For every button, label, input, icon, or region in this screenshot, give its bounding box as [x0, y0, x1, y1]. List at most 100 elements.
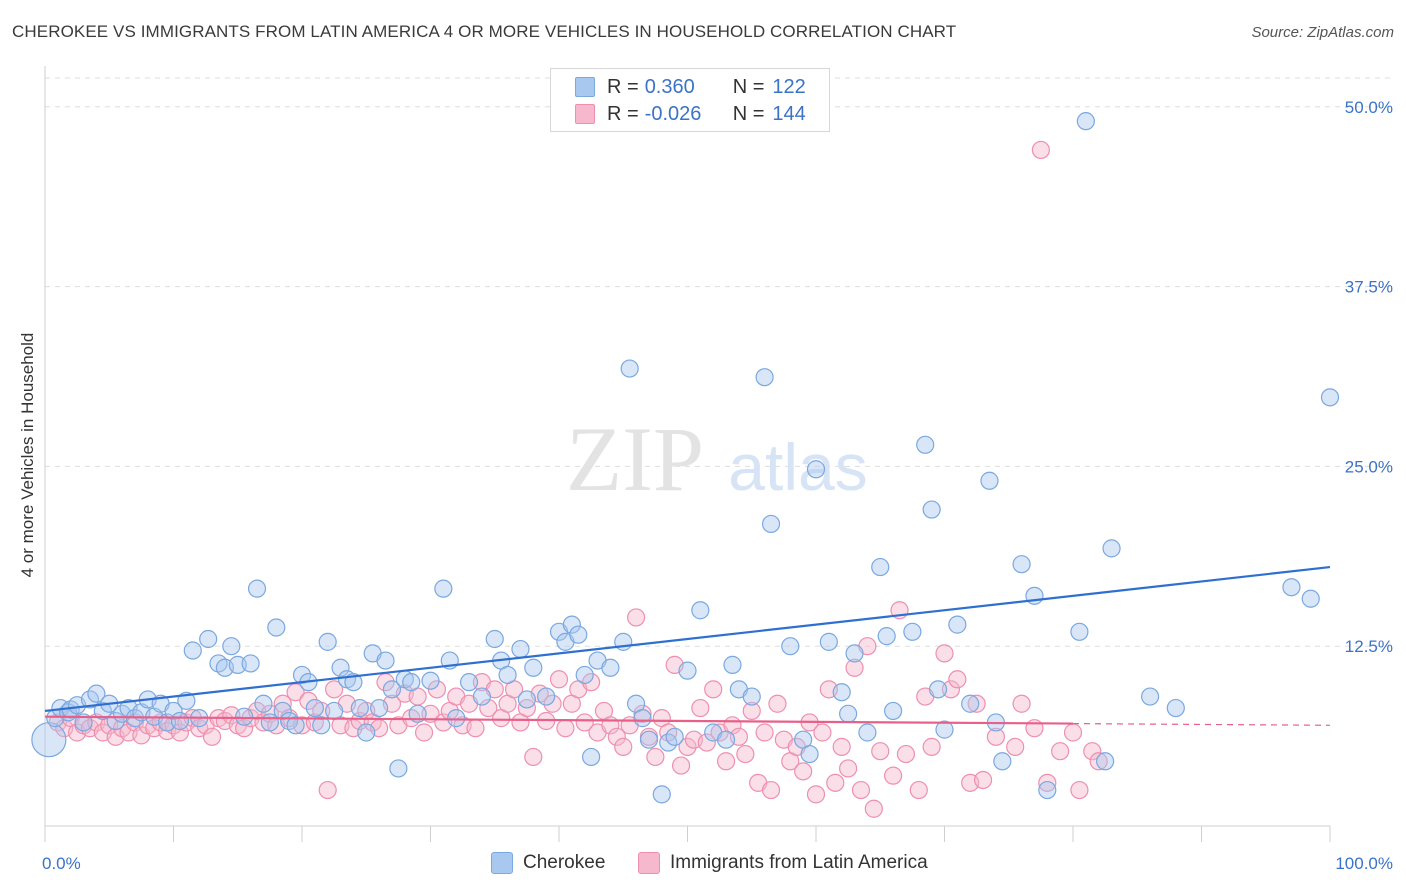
y-axis-label: 4 or more Vehicles in Household: [18, 332, 37, 578]
data-point-immigrants: [575, 713, 594, 732]
data-point-cherokee: [620, 359, 639, 378]
data-point-cherokee: [723, 655, 742, 674]
data-point-cherokee: [1282, 578, 1301, 597]
data-point-cherokee: [376, 651, 395, 670]
data-point-immigrants: [671, 756, 691, 775]
data-point-cherokee: [517, 690, 536, 709]
tick-labels: 12.5% 25.0% 37.5% 50.0% 0.0% 100.0%: [42, 98, 1393, 873]
data-point-cherokee: [235, 707, 254, 726]
data-point-immigrants: [851, 780, 871, 800]
data-point-cherokee: [267, 618, 286, 637]
data-point-immigrants: [1070, 780, 1089, 800]
legend-row-cherokee: R = 0.360 N = 122: [575, 74, 806, 100]
data-point-immigrants: [607, 727, 626, 746]
data-point-cherokee: [1166, 698, 1185, 718]
data-point-cherokee: [183, 641, 202, 660]
legend-r-label: R =: [607, 102, 639, 125]
data-point-cherokee: [164, 701, 183, 721]
legend-swatch-blue: [575, 77, 595, 97]
data-point-cherokee: [292, 665, 312, 685]
y-tick-label: 37.5%: [1345, 278, 1393, 297]
data-point-immigrants: [845, 658, 864, 677]
data-point-immigrants: [325, 680, 344, 699]
data-point-immigrants: [697, 733, 716, 752]
data-point-immigrants: [318, 780, 337, 800]
data-point-cherokee: [928, 680, 948, 699]
data-point-cherokee: [781, 637, 800, 656]
data-point-cherokee: [948, 615, 967, 634]
data-point-immigrants: [967, 694, 986, 713]
data-point-cherokee: [325, 701, 344, 721]
data-point-immigrants: [691, 698, 710, 718]
legend-r-label: R =: [607, 75, 639, 98]
data-point-immigrants: [986, 727, 1006, 746]
data-point-immigrants: [864, 799, 883, 818]
data-point-immigrants: [479, 698, 498, 718]
data-point-immigrants: [839, 759, 858, 778]
data-point-cherokee: [839, 704, 858, 723]
data-point-cherokee: [273, 701, 292, 721]
data-point-cherokee: [459, 673, 479, 692]
data-point-immigrants: [806, 785, 826, 804]
data-point-immigrants: [1031, 140, 1050, 160]
data-point-immigrants: [973, 770, 993, 790]
legend-n-label: N =: [732, 102, 765, 125]
data-point-immigrants: [832, 737, 851, 756]
data-point-cherokee: [318, 632, 337, 651]
data-point-cherokee: [575, 665, 594, 685]
data-point-cherokee: [312, 716, 331, 735]
data-point-immigrants: [813, 723, 832, 742]
data-point-cherokee: [408, 704, 427, 723]
data-point-cherokee: [1070, 622, 1089, 641]
data-point-cherokee: [222, 637, 241, 656]
data-point-immigrants: [633, 704, 652, 723]
data-point-immigrants: [826, 773, 845, 792]
data-point-immigrants: [896, 744, 916, 764]
data-point-cherokee: [370, 698, 389, 718]
legend-n-value: 122: [772, 75, 806, 98]
data-point-cherokee: [903, 622, 922, 641]
data-point-immigrants: [543, 694, 562, 713]
data-point-immigrants: [883, 766, 903, 785]
data-point-cherokee: [800, 744, 819, 764]
data-point-cherokee: [1012, 555, 1031, 574]
data-point-cherokee: [1076, 112, 1095, 131]
data-point-cherokee: [199, 629, 218, 649]
data-point-cherokee: [1320, 388, 1340, 407]
data-point-cherokee: [31, 722, 67, 758]
data-point-immigrants: [1012, 694, 1031, 713]
legend-n-label: N =: [732, 75, 765, 98]
data-point-cherokee: [331, 658, 350, 677]
data-point-immigrants: [1063, 723, 1083, 742]
data-point-cherokee: [761, 514, 781, 534]
series-legend: Cherokee Immigrants from Latin America: [0, 852, 1406, 878]
data-point-immigrants: [871, 742, 890, 761]
correlation-legend: R = 0.360 N = 122 R = -0.026 N = 144: [550, 68, 830, 132]
trend-lines: [44, 565, 1331, 726]
data-point-cherokee: [382, 680, 402, 699]
data-point-cherokee: [537, 687, 556, 706]
data-point-immigrants: [1051, 742, 1070, 761]
data-point-cherokee: [639, 730, 659, 749]
data-point-cherokee: [350, 698, 369, 718]
data-point-immigrants: [466, 719, 485, 738]
data-point-cherokee: [922, 500, 941, 519]
data-point-cherokee: [498, 665, 517, 685]
data-point-cherokee: [1140, 687, 1160, 706]
data-point-cherokee: [241, 654, 260, 673]
data-point-cherokee: [742, 687, 761, 706]
data-point-immigrants: [549, 670, 569, 689]
data-point-immigrants: [414, 723, 434, 742]
data-point-immigrants: [1038, 773, 1057, 792]
data-point-immigrants: [909, 780, 928, 800]
data-point-cherokee: [74, 713, 93, 732]
legend-item-cherokee: Cherokee: [491, 852, 605, 874]
data-point-immigrants: [742, 701, 761, 721]
trend-line-immigrants: [44, 715, 1074, 725]
legend-swatch-pink: [638, 852, 660, 874]
data-point-cherokee: [1038, 780, 1057, 800]
trend-line-cherokee: [44, 565, 1331, 713]
data-point-cherokee: [582, 747, 601, 767]
data-point-immigrants: [626, 608, 646, 627]
data-point-cherokee: [883, 701, 903, 721]
